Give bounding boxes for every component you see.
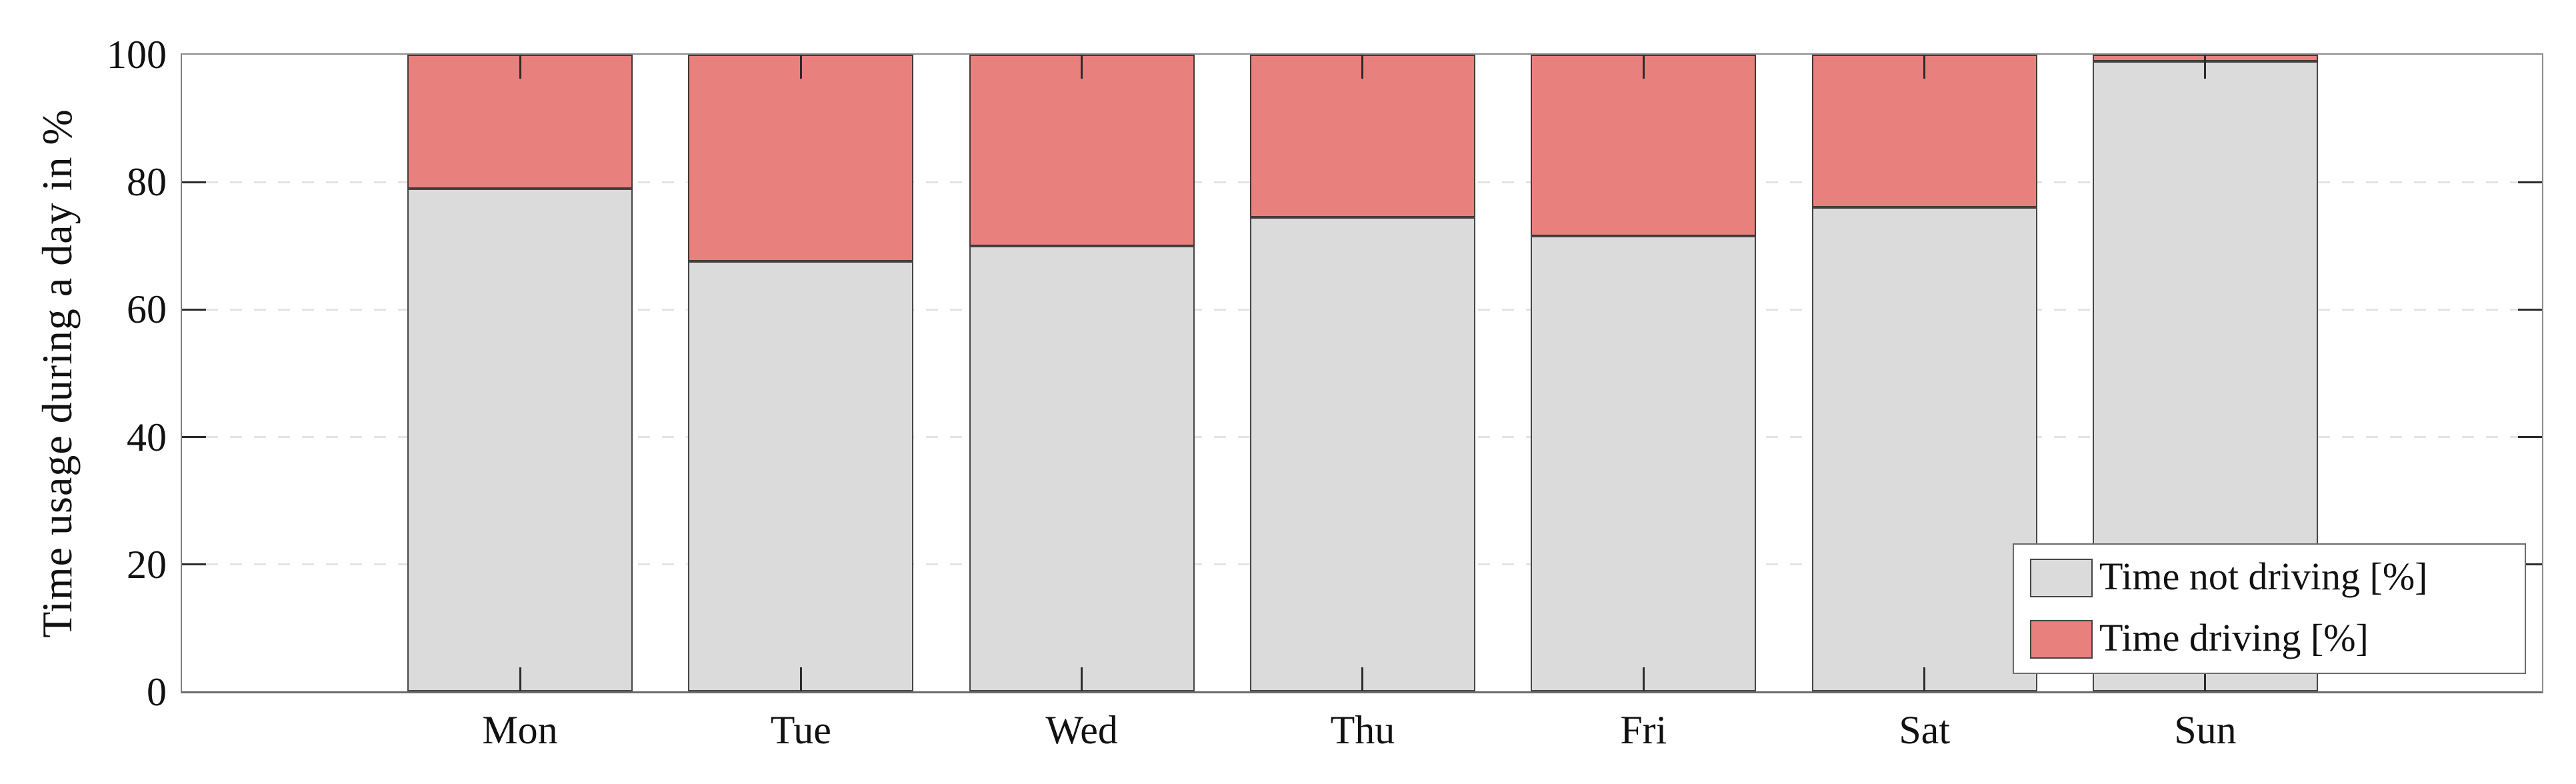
- bar-segment-thu-driving: [1249, 55, 1475, 217]
- bar-fri: [1531, 55, 1757, 691]
- bars-layer: [182, 55, 2542, 691]
- bar-segment-thu-not-driving: [1249, 217, 1475, 691]
- xtick-bottom-fri: [1642, 667, 1645, 691]
- bar-thu: [1249, 55, 1475, 691]
- x-tick-label-sun: Sun: [2174, 708, 2237, 752]
- bar-segment-tue-not-driving: [688, 261, 914, 691]
- ytick-right-40: [2518, 436, 2542, 439]
- ytick-right-20: [2518, 563, 2542, 566]
- ytick-left-80: [182, 181, 206, 183]
- legend-item-not-driving: Time not driving [%]: [2030, 557, 2525, 599]
- legend-swatch-not-driving: [2030, 559, 2093, 597]
- y-tick-label-100: 100: [107, 33, 167, 77]
- ytick-right-60: [2518, 308, 2542, 311]
- xtick-top-mon: [519, 55, 521, 79]
- y-tick-label-20: 20: [127, 542, 167, 587]
- bar-segment-fri-driving: [1531, 55, 1757, 237]
- y-tick-label-80: 80: [127, 160, 167, 205]
- xtick-top-sun: [2204, 55, 2207, 79]
- x-tick-label-mon: Mon: [482, 708, 558, 752]
- legend-swatch-driving: [2030, 620, 2093, 659]
- x-tick-label-tue: Tue: [770, 708, 831, 752]
- bar-segment-wed-driving: [969, 55, 1195, 246]
- xtick-bottom-sun: [2204, 667, 2207, 691]
- y-tick-label-60: 60: [127, 287, 167, 332]
- x-tick-label-wed: Wed: [1045, 708, 1118, 752]
- legend-label-driving: Time driving [%]: [2099, 616, 2369, 659]
- xtick-top-fri: [1642, 55, 1645, 79]
- y-tick-label-40: 40: [127, 415, 167, 459]
- bar-mon: [407, 55, 633, 691]
- bar-segment-mon-not-driving: [407, 188, 633, 691]
- legend: Time not driving [%] Time driving [%]: [2013, 543, 2526, 674]
- legend-item-driving: Time driving [%]: [2030, 619, 2525, 660]
- xtick-bottom-mon: [519, 667, 521, 691]
- x-tick-label-fri: Fri: [1620, 708, 1667, 752]
- ytick-left-20: [182, 563, 206, 566]
- xtick-top-sat: [1923, 55, 1926, 79]
- ytick-left-60: [182, 308, 206, 311]
- bar-segment-tue-driving: [688, 55, 914, 262]
- ytick-left-40: [182, 436, 206, 439]
- bar-segment-wed-not-driving: [969, 245, 1195, 691]
- xtick-top-tue: [799, 55, 802, 79]
- bar-segment-sat-not-driving: [1811, 207, 2037, 691]
- ytick-right-80: [2518, 181, 2542, 183]
- xtick-top-wed: [1081, 55, 1083, 79]
- y-tick-label-0: 0: [147, 670, 167, 714]
- bar-wed: [969, 55, 1195, 691]
- xtick-bottom-wed: [1081, 667, 1083, 691]
- xtick-bottom-thu: [1361, 667, 1364, 691]
- xtick-bottom-tue: [799, 667, 802, 691]
- bar-segment-fri-not-driving: [1531, 236, 1757, 691]
- x-tick-label-thu: Thu: [1330, 708, 1395, 752]
- legend-label-not-driving: Time not driving [%]: [2099, 555, 2428, 598]
- bar-tue: [688, 55, 914, 691]
- bar-sat: [1811, 55, 2037, 691]
- plot-area: Time not driving [%] Time driving [%]: [181, 53, 2543, 693]
- xtick-bottom-sat: [1923, 667, 1926, 691]
- xtick-top-thu: [1361, 55, 1364, 79]
- x-tick-label-sat: Sat: [1899, 708, 1950, 752]
- tick-marks: [182, 55, 2542, 691]
